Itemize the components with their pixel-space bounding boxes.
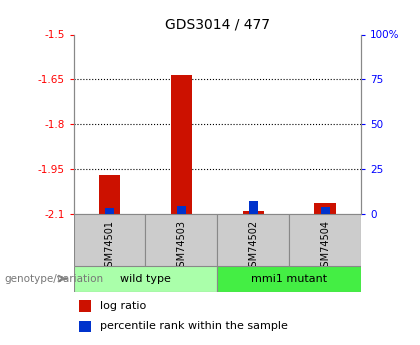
Bar bbox=[249, 201, 257, 214]
Text: GSM74502: GSM74502 bbox=[248, 220, 258, 273]
Text: GSM74501: GSM74501 bbox=[105, 220, 115, 273]
Title: GDS3014 / 477: GDS3014 / 477 bbox=[165, 18, 270, 32]
Bar bbox=[242, 211, 264, 214]
Bar bbox=[99, 175, 120, 214]
Bar bbox=[145, 214, 218, 266]
Text: percentile rank within the sample: percentile rank within the sample bbox=[100, 322, 288, 332]
Text: mmi1 mutant: mmi1 mutant bbox=[251, 274, 327, 284]
Bar bbox=[315, 204, 336, 214]
Bar bbox=[79, 321, 91, 332]
Bar bbox=[321, 207, 330, 214]
Bar bbox=[171, 75, 192, 214]
Bar bbox=[74, 266, 218, 292]
Text: genotype/variation: genotype/variation bbox=[4, 274, 103, 284]
Bar bbox=[105, 208, 114, 214]
Text: wild type: wild type bbox=[120, 274, 171, 284]
Bar bbox=[289, 214, 361, 266]
Bar bbox=[79, 300, 91, 312]
Text: log ratio: log ratio bbox=[100, 301, 146, 311]
Bar bbox=[218, 214, 289, 266]
Text: GSM74503: GSM74503 bbox=[176, 220, 186, 273]
Text: GSM74504: GSM74504 bbox=[320, 220, 330, 273]
Bar bbox=[74, 214, 145, 266]
Bar bbox=[218, 266, 361, 292]
Bar bbox=[177, 206, 186, 214]
